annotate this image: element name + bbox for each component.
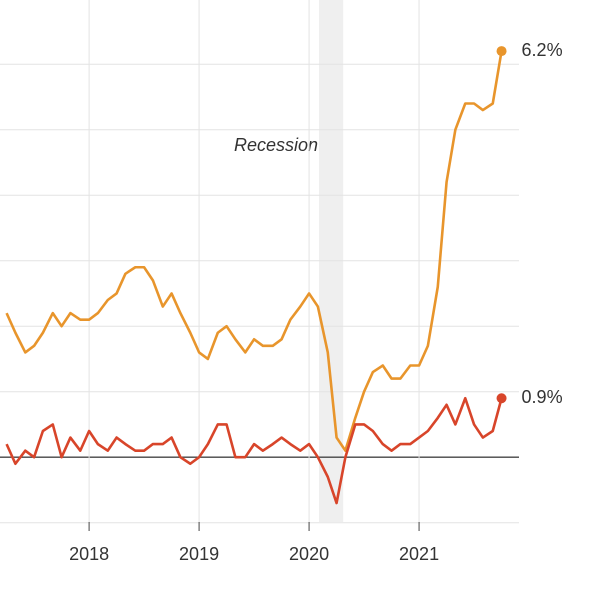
x-tick-label: 2019 [179, 544, 219, 564]
x-tick-label: 2021 [399, 544, 439, 564]
series-line [5, 396, 503, 505]
recession-label: Recession [234, 135, 318, 155]
end-label: 0.9% [522, 387, 563, 407]
x-tick-label: 2018 [69, 544, 109, 564]
end-dot [496, 393, 507, 404]
x-tick-label: 2020 [289, 544, 329, 564]
end-dot [496, 46, 507, 57]
end-label: 6.2% [522, 40, 563, 60]
series-line [5, 50, 503, 452]
